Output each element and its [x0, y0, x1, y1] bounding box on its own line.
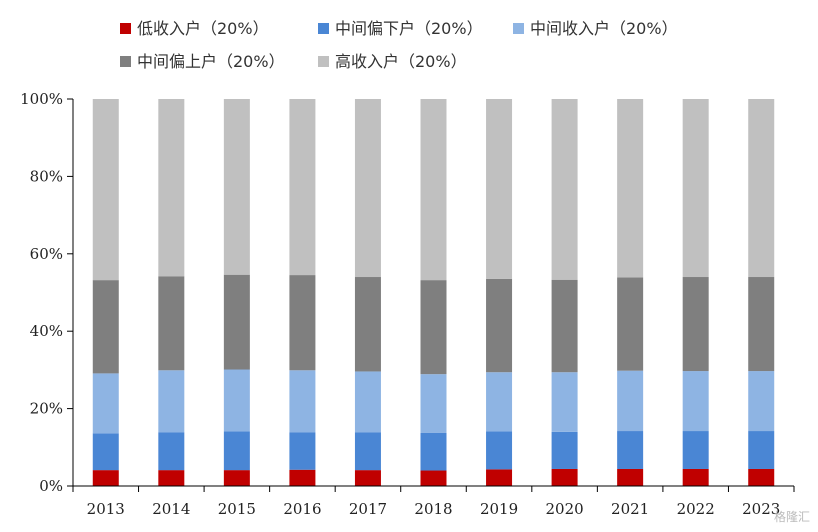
x-tick-label: 2019	[480, 500, 518, 518]
bar-2020-series-4	[551, 99, 578, 280]
bar-2017-series-2	[354, 371, 381, 433]
x-tick-label: 2021	[611, 500, 649, 518]
bar-2013-series-3	[92, 280, 119, 374]
legend-swatch-0	[120, 23, 131, 34]
x-tick-label: 2023	[742, 500, 780, 518]
legend-swatch-2	[513, 23, 524, 34]
bar-2019-series-0	[486, 469, 513, 486]
bar-2023-series-3	[748, 277, 775, 372]
legend-label-4: 高收入户（20%）	[335, 52, 467, 71]
bar-2017-series-0	[354, 470, 381, 486]
x-tick-label: 2017	[349, 500, 387, 518]
bar-2013-series-4	[92, 99, 119, 281]
bar-2014-series-0	[158, 470, 185, 486]
bar-2020-series-1	[551, 431, 578, 469]
bar-2020-series-2	[551, 372, 578, 432]
y-tick-label: 0%	[39, 477, 63, 495]
bar-2016-series-1	[289, 432, 316, 470]
bar-2023-series-4	[748, 99, 775, 278]
legend-label-1: 中间偏下户（20%）	[335, 19, 483, 38]
legend-swatch-4	[318, 56, 329, 67]
bar-2021-series-3	[617, 277, 644, 371]
legend-label-0: 低收入户（20%）	[137, 19, 269, 38]
legend-swatch-3	[120, 56, 131, 67]
bars-layer	[92, 99, 775, 486]
bar-2021-series-4	[617, 99, 644, 278]
bar-2023-series-1	[748, 431, 775, 469]
axes-layer: 0% 20% 40% 60% 80% 100% 2013 2014 2015 2016 2017 20…	[20, 90, 795, 518]
bar-2017-series-4	[354, 99, 381, 278]
bar-2013-series-1	[92, 433, 119, 471]
bar-2015-series-0	[223, 470, 250, 486]
bar-2019-series-3	[486, 278, 513, 373]
y-tick-label: 40%	[30, 322, 63, 340]
bar-2014-series-3	[158, 276, 185, 371]
bar-2016-series-2	[289, 370, 316, 433]
bar-2015-series-1	[223, 431, 250, 471]
x-tick-label: 2022	[677, 500, 715, 518]
legend-swatch-1	[318, 23, 329, 34]
y-tick-label: 80%	[30, 167, 63, 185]
bar-2016-series-3	[289, 275, 316, 371]
bar-2018-series-0	[420, 470, 447, 486]
bar-2023-series-0	[748, 468, 775, 486]
bar-2021-series-2	[617, 370, 644, 432]
bar-2014-series-1	[158, 432, 185, 471]
x-tick-label: 2014	[152, 500, 190, 518]
bar-2019-series-4	[486, 99, 513, 279]
bar-2021-series-1	[617, 431, 644, 469]
x-tick-label: 2013	[87, 500, 125, 518]
bar-2022-series-4	[682, 99, 709, 278]
legend: 低收入户（20%） 中间偏下户（20%） 中间收入户（20%） 中间偏上户（20%） 高…	[120, 19, 678, 71]
bar-2019-series-2	[486, 372, 513, 432]
bar-2017-series-1	[354, 432, 381, 471]
bar-2019-series-1	[486, 431, 513, 470]
bar-2018-series-1	[420, 432, 447, 471]
y-tick-label: 20%	[30, 400, 63, 418]
bar-2022-series-1	[682, 431, 709, 469]
watermark: 格隆汇	[774, 509, 810, 524]
y-tick-label: 100%	[20, 90, 63, 108]
x-tick-label: 2018	[414, 500, 452, 518]
bar-2018-series-3	[420, 280, 447, 375]
x-tick-label: 2020	[545, 500, 583, 518]
bar-2014-series-2	[158, 370, 185, 433]
bar-2022-series-0	[682, 468, 709, 486]
legend-label-2: 中间收入户（20%）	[530, 19, 678, 38]
bar-2015-series-4	[223, 99, 250, 275]
y-tick-label: 60%	[30, 245, 63, 263]
bar-2018-series-4	[420, 99, 447, 281]
bar-2016-series-4	[289, 99, 316, 276]
bar-2022-series-3	[682, 277, 709, 372]
bar-2015-series-2	[223, 369, 250, 432]
x-tick-label: 2015	[218, 500, 256, 518]
bar-2022-series-2	[682, 371, 709, 432]
legend-label-3: 中间偏上户（20%）	[137, 52, 285, 71]
bar-2013-series-2	[92, 373, 119, 434]
bar-2015-series-3	[223, 274, 250, 370]
bar-2023-series-2	[748, 371, 775, 432]
bar-2014-series-4	[158, 99, 185, 277]
bar-2018-series-2	[420, 374, 447, 433]
x-tick-label: 2016	[283, 500, 321, 518]
bar-2016-series-0	[289, 469, 316, 486]
bar-2021-series-0	[617, 468, 644, 486]
bar-2020-series-3	[551, 279, 578, 373]
bar-2013-series-0	[92, 470, 119, 486]
bar-2020-series-0	[551, 468, 578, 486]
bar-2017-series-3	[354, 277, 381, 372]
